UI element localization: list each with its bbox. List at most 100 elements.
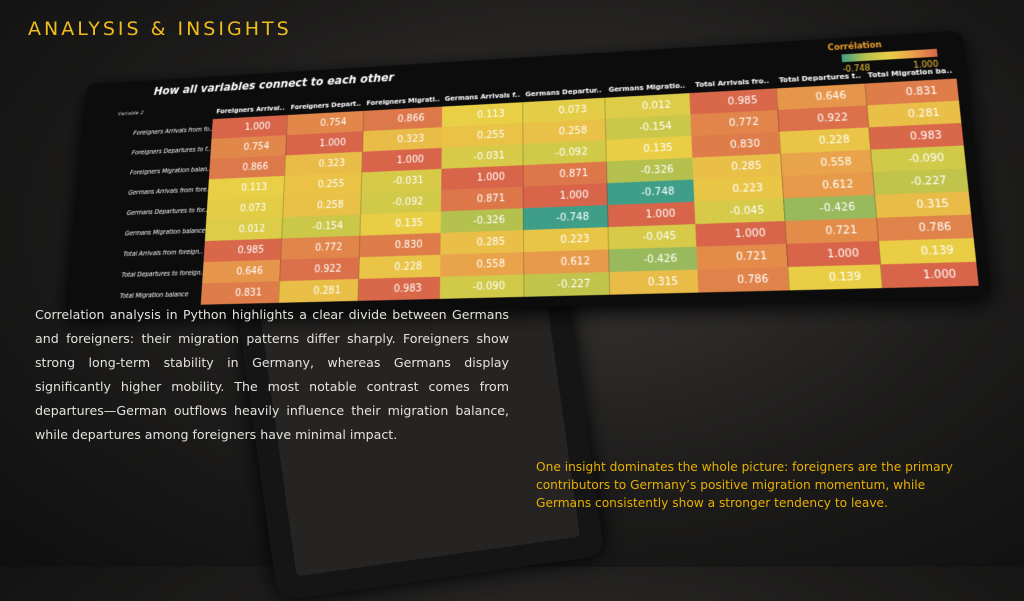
heatmap-cell bbox=[360, 211, 441, 236]
cell-label: 1.000 bbox=[397, 154, 425, 166]
cell-label: 0.772 bbox=[728, 116, 759, 129]
heatmap-cell bbox=[693, 175, 784, 202]
cell-label: 1.000 bbox=[645, 208, 675, 221]
heatmap-cell bbox=[211, 115, 288, 139]
cell-label: 0.786 bbox=[737, 273, 769, 286]
row-label: Germans Arrivals from fore.. bbox=[128, 186, 211, 196]
heatmap-cell bbox=[440, 186, 524, 212]
heatmap-cell bbox=[286, 110, 364, 136]
cell-label: -0.748 bbox=[641, 185, 675, 198]
cell-label: -0.092 bbox=[555, 146, 588, 159]
column-label: Foreigners Arrival.. bbox=[216, 104, 285, 116]
heatmap-cell bbox=[689, 88, 778, 115]
cell-label: -0.090 bbox=[908, 152, 945, 166]
cell-label: 0.866 bbox=[397, 112, 424, 124]
cell-label: 0.255 bbox=[477, 129, 505, 142]
heatmap-cell bbox=[522, 161, 608, 187]
column-label: Total Migration ba.. bbox=[868, 67, 953, 80]
cell-label: -0.227 bbox=[910, 174, 948, 188]
heatmap-cell bbox=[200, 281, 280, 305]
cell-label: 0.223 bbox=[560, 233, 590, 246]
cell-label: 0.772 bbox=[315, 241, 343, 253]
cell-label: 0.073 bbox=[240, 202, 267, 214]
heatmap-cell bbox=[868, 122, 964, 150]
heatmap-cell bbox=[865, 78, 959, 106]
cell-label: 0.983 bbox=[394, 282, 422, 295]
chart-title: How all variables connect to each other bbox=[153, 71, 395, 98]
cell-label: 0.315 bbox=[648, 275, 679, 288]
cell-label: 0.258 bbox=[317, 199, 344, 211]
heatmap-cell bbox=[605, 114, 692, 141]
row-label: Foreigners Arrivals from fo.. bbox=[133, 126, 213, 137]
heatmap-cell bbox=[522, 118, 606, 145]
cell-label: 0.281 bbox=[313, 284, 341, 296]
cell-label: -0.031 bbox=[473, 150, 505, 163]
cell-label: 1.000 bbox=[560, 189, 589, 202]
row-label: Foreigners Migration balan.. bbox=[130, 165, 211, 177]
cell-label: 0.139 bbox=[828, 270, 861, 283]
heatmap-cell bbox=[206, 196, 284, 221]
cell-label: 0.831 bbox=[235, 287, 262, 299]
cell-label: -0.154 bbox=[639, 120, 672, 133]
cell-label: 0.754 bbox=[320, 116, 347, 128]
heatmap-cell bbox=[867, 100, 962, 128]
heatmap-cell bbox=[280, 235, 361, 260]
cell-label: -0.227 bbox=[557, 278, 591, 291]
heatmap-cell bbox=[440, 208, 524, 233]
heatmap-cell bbox=[781, 172, 875, 199]
heatmap-cell bbox=[778, 127, 871, 154]
heatmap-cell bbox=[783, 194, 877, 221]
cell-label: -0.092 bbox=[392, 196, 423, 209]
row-label: Germans Migration balance bbox=[125, 227, 206, 238]
heatmap-cell bbox=[358, 254, 441, 279]
cell-label: 1.000 bbox=[477, 171, 505, 184]
heatmap-cell bbox=[523, 271, 610, 297]
cell-label: 0.646 bbox=[815, 90, 847, 103]
cell-label: 0.285 bbox=[731, 160, 762, 173]
cell-label: -0.426 bbox=[819, 201, 856, 215]
heatmap-cell bbox=[208, 155, 286, 180]
row-label: Germans Departures to for.. bbox=[126, 206, 208, 217]
heatmap-cell bbox=[440, 252, 524, 277]
cell-label: 0.985 bbox=[237, 244, 264, 256]
heatmap-cell bbox=[695, 220, 787, 247]
heatmap-cell bbox=[607, 201, 696, 228]
heatmap-cell bbox=[283, 172, 362, 197]
column-label: Total Arrivals fro.. bbox=[695, 77, 769, 89]
heatmap-cell bbox=[210, 135, 287, 160]
body-text: Correlation analysis in Python highlight… bbox=[35, 307, 509, 442]
heatmap-cell bbox=[358, 276, 441, 301]
cell-label: 1.000 bbox=[319, 137, 346, 149]
cell-label: -0.045 bbox=[642, 230, 676, 243]
cell-label: -0.748 bbox=[556, 211, 589, 224]
cell-label: 1.000 bbox=[923, 268, 957, 282]
cell-label: 0.612 bbox=[561, 255, 591, 268]
heatmap-cell bbox=[207, 175, 285, 200]
heatmap-cell bbox=[202, 259, 281, 284]
cell-label: 0.073 bbox=[558, 104, 587, 117]
heatmap-cell bbox=[777, 105, 869, 132]
heatmap-cell bbox=[362, 127, 442, 152]
cell-label: 0.113 bbox=[241, 181, 268, 193]
heatmap-cell bbox=[204, 217, 283, 242]
heatmap-panel: How all variables connect to each other … bbox=[64, 30, 992, 318]
heatmap-cell bbox=[780, 149, 873, 176]
cell-label: 0.139 bbox=[920, 244, 954, 258]
cell-label: 0.135 bbox=[643, 142, 673, 155]
cell-label: 0.323 bbox=[397, 133, 424, 145]
heatmap-cell bbox=[697, 267, 790, 293]
heatmap-cell bbox=[692, 153, 782, 180]
y-axis-title: Variable 2 bbox=[118, 110, 145, 117]
heatmap-cell bbox=[282, 193, 362, 218]
insight-text: One insight dominates the whole picture:… bbox=[536, 460, 953, 510]
cell-label: 0.871 bbox=[559, 167, 588, 180]
heatmap-cell bbox=[691, 131, 781, 158]
heatmap-cell bbox=[203, 238, 282, 263]
heatmap-cell bbox=[361, 168, 442, 194]
heatmap-cell bbox=[441, 102, 523, 128]
heatmap-cell bbox=[607, 179, 695, 206]
column-label: Germans Arrivals f.. bbox=[445, 91, 521, 103]
heatmap-cell bbox=[694, 198, 785, 225]
column-label: Foreigners Migrati.. bbox=[366, 95, 440, 107]
cell-label: 0.646 bbox=[236, 265, 263, 277]
